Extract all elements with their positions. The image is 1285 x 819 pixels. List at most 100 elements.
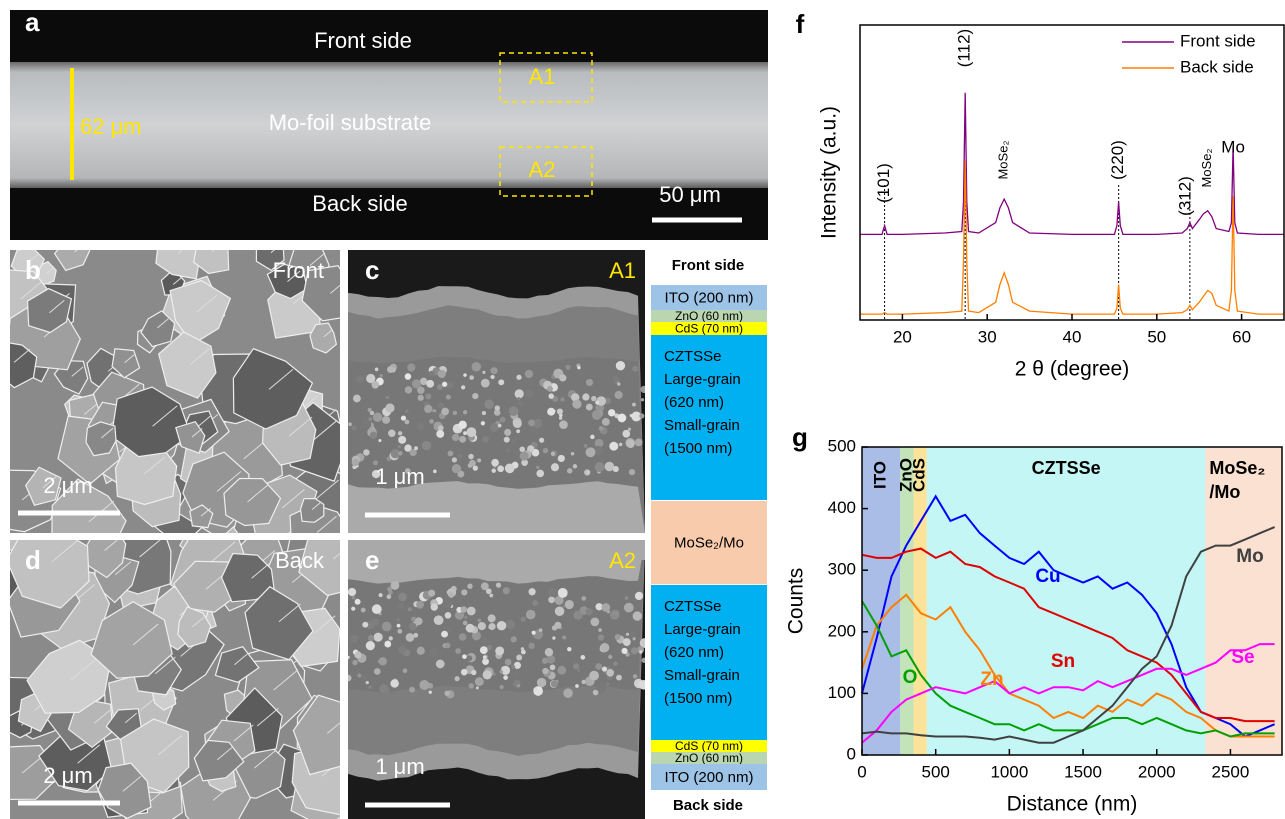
panel-label: b <box>25 255 41 285</box>
grain <box>633 611 642 620</box>
grain <box>390 679 398 687</box>
stack-layer-label: (620 nm) <box>664 394 724 411</box>
grain <box>577 374 583 380</box>
grain <box>599 426 604 431</box>
grain <box>455 676 460 681</box>
grain <box>482 411 486 415</box>
grain <box>629 469 635 475</box>
grain <box>431 603 438 610</box>
grain <box>528 588 535 595</box>
grain <box>445 642 451 648</box>
grain <box>608 409 615 416</box>
grain <box>455 648 461 654</box>
grain <box>355 599 361 605</box>
data-line <box>860 161 1284 314</box>
grain <box>368 375 371 378</box>
x-tick-label: 30 <box>978 327 997 346</box>
grain <box>513 419 522 428</box>
grain <box>397 618 401 622</box>
grain <box>398 602 405 609</box>
legend-label: Front side <box>1180 31 1256 50</box>
data-line <box>860 93 1284 235</box>
grain <box>536 466 539 469</box>
grain <box>577 366 580 369</box>
grain <box>429 419 434 424</box>
series-label: Se <box>1231 647 1254 668</box>
grain <box>511 665 515 669</box>
grain <box>573 663 579 669</box>
grain <box>463 410 467 414</box>
grain <box>490 367 497 374</box>
stack-layer-label: CdS (70 nm) <box>675 322 743 336</box>
grain <box>436 660 445 669</box>
grain <box>616 675 622 681</box>
grain <box>363 449 369 455</box>
grain <box>448 451 454 457</box>
region-label: CdS <box>910 458 929 492</box>
grain <box>483 670 492 679</box>
grain <box>559 420 568 429</box>
grain <box>389 636 393 640</box>
grain <box>477 458 481 462</box>
grain <box>382 622 392 632</box>
grain <box>473 465 478 470</box>
series-label: Cu <box>1035 566 1060 587</box>
grain <box>586 608 593 615</box>
grain <box>350 635 358 643</box>
grain <box>466 427 476 437</box>
grain <box>419 680 429 690</box>
grain <box>626 633 629 636</box>
grain <box>417 647 425 655</box>
grain <box>589 671 599 681</box>
grain <box>397 445 400 448</box>
grain <box>446 382 453 389</box>
grain <box>441 408 449 416</box>
grain <box>368 408 372 412</box>
grain <box>382 416 390 424</box>
grain <box>500 417 506 423</box>
grain <box>429 691 432 694</box>
grain <box>554 622 561 629</box>
stack-layer-label: CZTSSe <box>664 348 722 365</box>
grain <box>361 675 367 681</box>
back-side-label: Back side <box>312 191 407 216</box>
grain <box>557 408 563 414</box>
region-label: MoSe₂ <box>1209 458 1265 478</box>
x-tick-label: 20 <box>893 327 912 346</box>
x-tick-label: 2500 <box>1212 762 1250 781</box>
grain <box>466 655 472 661</box>
x-axis-label: Distance (nm) <box>1007 793 1138 816</box>
grain <box>590 435 594 439</box>
grain <box>590 617 599 626</box>
grain <box>615 391 623 399</box>
x-tick-label: 50 <box>1147 327 1166 346</box>
grain <box>481 637 488 644</box>
panel-label: c <box>365 255 379 285</box>
grain <box>398 646 406 654</box>
grain <box>481 379 490 388</box>
grain <box>379 593 383 597</box>
grain <box>484 399 494 409</box>
series-label: Mo <box>1236 546 1263 567</box>
grain <box>401 415 406 420</box>
grain <box>441 631 448 638</box>
grain <box>424 405 432 413</box>
grain <box>520 452 529 461</box>
stack-layer-label: Small-grain <box>664 667 740 684</box>
grain <box>551 452 555 456</box>
grain <box>575 684 579 688</box>
grain <box>516 375 521 380</box>
grain <box>586 470 590 474</box>
stack-layer-label: Large-grain <box>664 371 741 388</box>
grain <box>353 395 361 403</box>
x-tick-label: 1000 <box>990 762 1028 781</box>
grain <box>463 431 467 435</box>
grain <box>517 401 523 407</box>
y-axis-label: Counts <box>785 568 808 635</box>
grain <box>618 414 627 423</box>
grain <box>351 607 355 611</box>
grain <box>496 583 501 588</box>
grain <box>368 635 374 641</box>
grain <box>495 646 504 655</box>
grain <box>436 430 444 438</box>
